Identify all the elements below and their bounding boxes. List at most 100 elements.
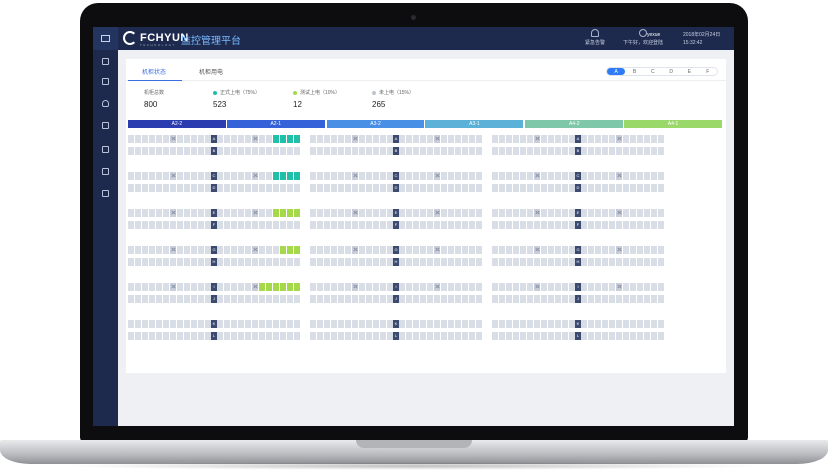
cabinet[interactable] bbox=[163, 258, 169, 266]
cabinet[interactable] bbox=[266, 172, 272, 180]
cabinet[interactable] bbox=[581, 172, 587, 180]
cabinet[interactable] bbox=[520, 172, 526, 180]
cabinet[interactable] bbox=[352, 283, 358, 291]
cabinet[interactable] bbox=[331, 295, 337, 303]
cabinet[interactable] bbox=[280, 283, 286, 291]
cabinet[interactable] bbox=[198, 209, 204, 217]
cabinet[interactable] bbox=[366, 258, 372, 266]
cabinet[interactable] bbox=[609, 320, 615, 328]
cabinet[interactable] bbox=[492, 246, 498, 254]
cabinet[interactable] bbox=[205, 246, 211, 254]
cabinet[interactable] bbox=[555, 172, 561, 180]
cabinet[interactable] bbox=[448, 332, 454, 340]
building-icon[interactable] bbox=[102, 168, 109, 175]
cabinet[interactable] bbox=[595, 135, 601, 143]
cabinet[interactable] bbox=[499, 283, 505, 291]
cabinet[interactable] bbox=[399, 147, 405, 155]
cabinet[interactable] bbox=[287, 184, 293, 192]
cabinet[interactable] bbox=[406, 209, 412, 217]
cabinet[interactable] bbox=[266, 332, 272, 340]
cabinet[interactable] bbox=[441, 184, 447, 192]
cabinet[interactable] bbox=[149, 283, 155, 291]
cabinet[interactable] bbox=[462, 172, 468, 180]
cabinet[interactable] bbox=[345, 320, 351, 328]
cabinet[interactable] bbox=[462, 332, 468, 340]
cabinet[interactable] bbox=[373, 184, 379, 192]
cabinet[interactable] bbox=[469, 283, 475, 291]
cabinet[interactable] bbox=[413, 295, 419, 303]
cabinet[interactable] bbox=[128, 135, 134, 143]
cabinet[interactable] bbox=[527, 258, 533, 266]
cabinet[interactable] bbox=[380, 283, 386, 291]
cabinet[interactable] bbox=[588, 135, 594, 143]
cabinet[interactable] bbox=[434, 258, 440, 266]
cabinet[interactable] bbox=[294, 246, 300, 254]
cabinet[interactable] bbox=[287, 332, 293, 340]
cabinet[interactable] bbox=[156, 209, 162, 217]
cabinet[interactable] bbox=[373, 258, 379, 266]
cabinet[interactable] bbox=[310, 209, 316, 217]
cabinet[interactable] bbox=[616, 147, 622, 155]
cabinet[interactable] bbox=[331, 258, 337, 266]
cabinet[interactable] bbox=[163, 246, 169, 254]
cabinet[interactable] bbox=[476, 184, 482, 192]
cabinet[interactable] bbox=[434, 172, 440, 180]
cabinet[interactable] bbox=[413, 209, 419, 217]
cabinet[interactable] bbox=[616, 320, 622, 328]
cabinet[interactable] bbox=[231, 332, 237, 340]
cabinet[interactable] bbox=[177, 283, 183, 291]
cabinet[interactable] bbox=[231, 221, 237, 229]
cabinet[interactable] bbox=[163, 332, 169, 340]
cabinet[interactable] bbox=[658, 147, 664, 155]
cabinet[interactable] bbox=[609, 332, 615, 340]
cabinet[interactable] bbox=[191, 320, 197, 328]
cabinet[interactable] bbox=[420, 283, 426, 291]
cabinet[interactable] bbox=[588, 332, 594, 340]
cabinet[interactable] bbox=[245, 209, 251, 217]
cabinet[interactable] bbox=[534, 295, 540, 303]
cabinet[interactable] bbox=[420, 295, 426, 303]
cabinet[interactable] bbox=[338, 320, 344, 328]
cabinet[interactable] bbox=[513, 320, 519, 328]
cabinet[interactable] bbox=[569, 258, 575, 266]
cabinet[interactable] bbox=[595, 258, 601, 266]
cabinet[interactable] bbox=[406, 320, 412, 328]
cabinet[interactable] bbox=[294, 332, 300, 340]
cabinet[interactable] bbox=[651, 172, 657, 180]
cabinet[interactable] bbox=[506, 258, 512, 266]
cabinet[interactable] bbox=[217, 135, 223, 143]
cabinet[interactable] bbox=[427, 295, 433, 303]
cabinet[interactable] bbox=[252, 258, 258, 266]
cabinet[interactable] bbox=[534, 258, 540, 266]
cabinet[interactable] bbox=[602, 184, 608, 192]
cabinet[interactable] bbox=[231, 295, 237, 303]
cabinet[interactable] bbox=[198, 184, 204, 192]
cabinet[interactable] bbox=[128, 258, 134, 266]
cabinet[interactable] bbox=[651, 295, 657, 303]
cabinet[interactable] bbox=[602, 258, 608, 266]
cabinet[interactable] bbox=[191, 135, 197, 143]
cabinet[interactable] bbox=[287, 221, 293, 229]
cabinet[interactable] bbox=[630, 221, 636, 229]
cabinet[interactable] bbox=[128, 246, 134, 254]
cabinet[interactable] bbox=[413, 246, 419, 254]
cabinet[interactable] bbox=[280, 221, 286, 229]
alarm-button[interactable]: 紧急告警 bbox=[585, 29, 605, 46]
cabinet[interactable] bbox=[352, 295, 358, 303]
cabinet[interactable] bbox=[238, 295, 244, 303]
cabinet[interactable] bbox=[448, 283, 454, 291]
cabinet[interactable] bbox=[469, 258, 475, 266]
cabinet[interactable] bbox=[128, 320, 134, 328]
cabinet[interactable] bbox=[658, 320, 664, 328]
cabinet[interactable] bbox=[366, 209, 372, 217]
cabinet[interactable] bbox=[602, 135, 608, 143]
cabinet[interactable] bbox=[317, 184, 323, 192]
cabinet[interactable] bbox=[637, 332, 643, 340]
cabinet[interactable] bbox=[128, 184, 134, 192]
cabinet[interactable] bbox=[462, 209, 468, 217]
cabinet[interactable] bbox=[534, 147, 540, 155]
cabinet[interactable] bbox=[366, 172, 372, 180]
cabinet[interactable] bbox=[366, 283, 372, 291]
cabinet[interactable] bbox=[562, 258, 568, 266]
cabinet[interactable] bbox=[224, 172, 230, 180]
